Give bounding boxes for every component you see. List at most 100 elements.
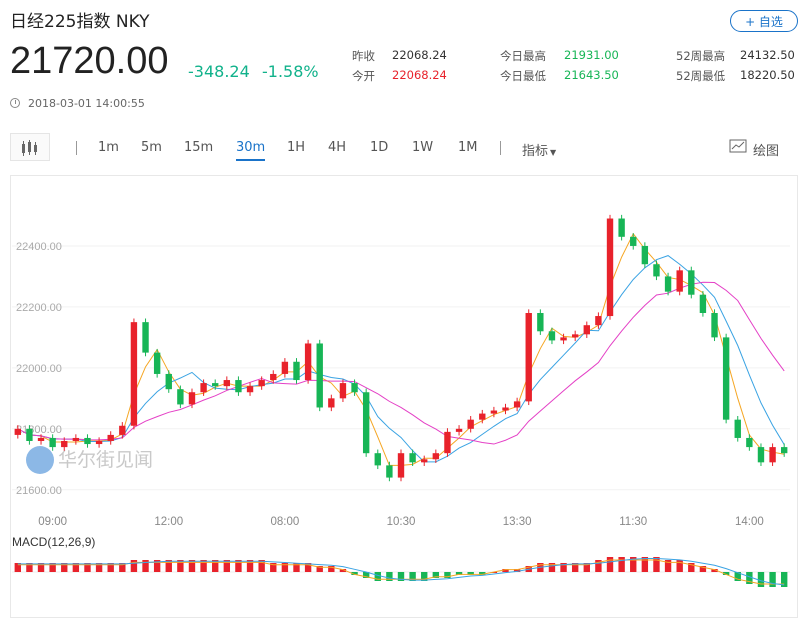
macd-bar xyxy=(432,572,440,578)
candle-body xyxy=(618,218,625,237)
macd-bar xyxy=(212,560,219,572)
draw-label[interactable]: 绘图 xyxy=(753,144,780,159)
candle-body xyxy=(339,383,347,399)
candle-body xyxy=(421,459,428,463)
macd-bar xyxy=(397,572,405,581)
macd-bar xyxy=(362,572,370,578)
period-1w[interactable]: 1W xyxy=(412,140,434,155)
y-tick-label: 22000.00 xyxy=(16,363,62,375)
open-value: 22068.24 xyxy=(392,68,447,82)
candle-body xyxy=(513,401,521,408)
w52-low-label: 52周最低 xyxy=(676,69,726,83)
candle-body xyxy=(746,437,753,448)
macd-bar xyxy=(61,563,68,572)
candle-body xyxy=(676,270,683,292)
candle-body xyxy=(397,453,405,478)
period-1d[interactable]: 1D xyxy=(370,140,389,155)
period-30m[interactable]: 30m xyxy=(236,140,266,161)
macd-bar xyxy=(26,563,33,572)
macd-bar xyxy=(502,569,509,572)
macd-bar xyxy=(722,572,730,575)
macd-bar xyxy=(583,563,590,572)
candle-body xyxy=(769,447,776,463)
quote-timestamp: 2018-03-01 14:00:55 xyxy=(28,97,145,110)
x-tick-label: 09:00 xyxy=(38,516,67,528)
candle-body xyxy=(37,437,45,441)
candle-body xyxy=(641,245,649,265)
candle-body xyxy=(490,410,498,414)
instrument-title: 日经225指数 NKY xyxy=(10,12,150,32)
candle-body xyxy=(84,437,91,445)
candlestick-icon[interactable] xyxy=(10,133,50,161)
period-1mo[interactable]: 1M xyxy=(458,140,478,155)
price-change-pct: -1.58% xyxy=(262,62,319,81)
w52-low-value: 18220.50 xyxy=(740,68,795,82)
macd-label: MACD(12,26,9) xyxy=(12,535,95,549)
candle-body xyxy=(49,437,56,448)
candle-body xyxy=(630,236,637,246)
open-label: 今开 xyxy=(352,69,375,83)
macd-bar xyxy=(316,566,323,572)
candle-body xyxy=(119,425,126,435)
period-4h[interactable]: 4H xyxy=(328,140,347,155)
period-15m[interactable]: 15m xyxy=(184,140,214,155)
candle-body xyxy=(606,218,614,317)
macd-bar xyxy=(444,572,451,578)
x-tick-label: 12:00 xyxy=(154,516,183,528)
period-5m[interactable]: 5m xyxy=(141,140,162,155)
last-price: 21720.00 xyxy=(10,40,169,82)
macd-bar xyxy=(37,563,45,572)
low-label: 今日最低 xyxy=(500,69,546,83)
macd-bar xyxy=(571,563,579,572)
candle-body xyxy=(165,373,172,390)
macd-bar xyxy=(130,560,138,572)
x-tick-label: 14:00 xyxy=(735,516,764,528)
macd-bar xyxy=(386,572,393,581)
macd-bar xyxy=(513,569,521,572)
candle-body xyxy=(281,361,289,374)
macd-bar xyxy=(467,572,474,575)
w52-high-value: 24132.50 xyxy=(740,48,795,62)
toolbar-divider xyxy=(76,141,77,155)
candle-body xyxy=(444,431,451,454)
high-value: 21931.00 xyxy=(564,48,619,62)
indicator-menu[interactable]: 指标 ▼ xyxy=(522,140,556,159)
macd-bar xyxy=(293,563,300,572)
candle-body xyxy=(177,389,184,405)
macd-bar xyxy=(595,560,602,572)
candle-body xyxy=(304,343,312,381)
macd-bar xyxy=(165,560,172,572)
macd-bar xyxy=(688,563,695,572)
chart-area[interactable] xyxy=(10,175,798,618)
candle-body xyxy=(107,434,114,441)
candle-body xyxy=(537,313,544,332)
candle-body xyxy=(467,419,474,429)
macd-bar xyxy=(270,563,277,572)
price-change: -348.24 xyxy=(188,62,250,81)
candle-body xyxy=(200,383,207,393)
period-1h[interactable]: 1H xyxy=(287,140,306,155)
macd-bar xyxy=(455,572,463,575)
candle-body xyxy=(246,386,254,393)
y-tick-label: 22400.00 xyxy=(16,241,62,253)
candle-body xyxy=(711,313,718,338)
period-1m[interactable]: 1m xyxy=(98,140,119,155)
macd-bar xyxy=(757,572,765,587)
add-watchlist-button[interactable]: + 自选 xyxy=(730,10,798,32)
candle-body xyxy=(212,383,219,387)
macd-bar xyxy=(548,563,556,572)
candle-body xyxy=(595,316,602,326)
candle-body xyxy=(525,313,532,402)
indicator-label: 指标 xyxy=(522,144,549,159)
macd-bar xyxy=(479,572,486,575)
macd-bar xyxy=(560,563,567,572)
macd-bar xyxy=(119,563,126,572)
macd-bar xyxy=(746,572,753,584)
prev-close-label: 昨收 xyxy=(352,49,375,63)
candle-body xyxy=(374,453,381,466)
macd-bar xyxy=(711,569,718,572)
clock-icon xyxy=(10,98,20,108)
caret-down-icon: ▼ xyxy=(550,148,557,157)
macd-bar xyxy=(339,569,347,572)
candle-body xyxy=(142,322,149,353)
